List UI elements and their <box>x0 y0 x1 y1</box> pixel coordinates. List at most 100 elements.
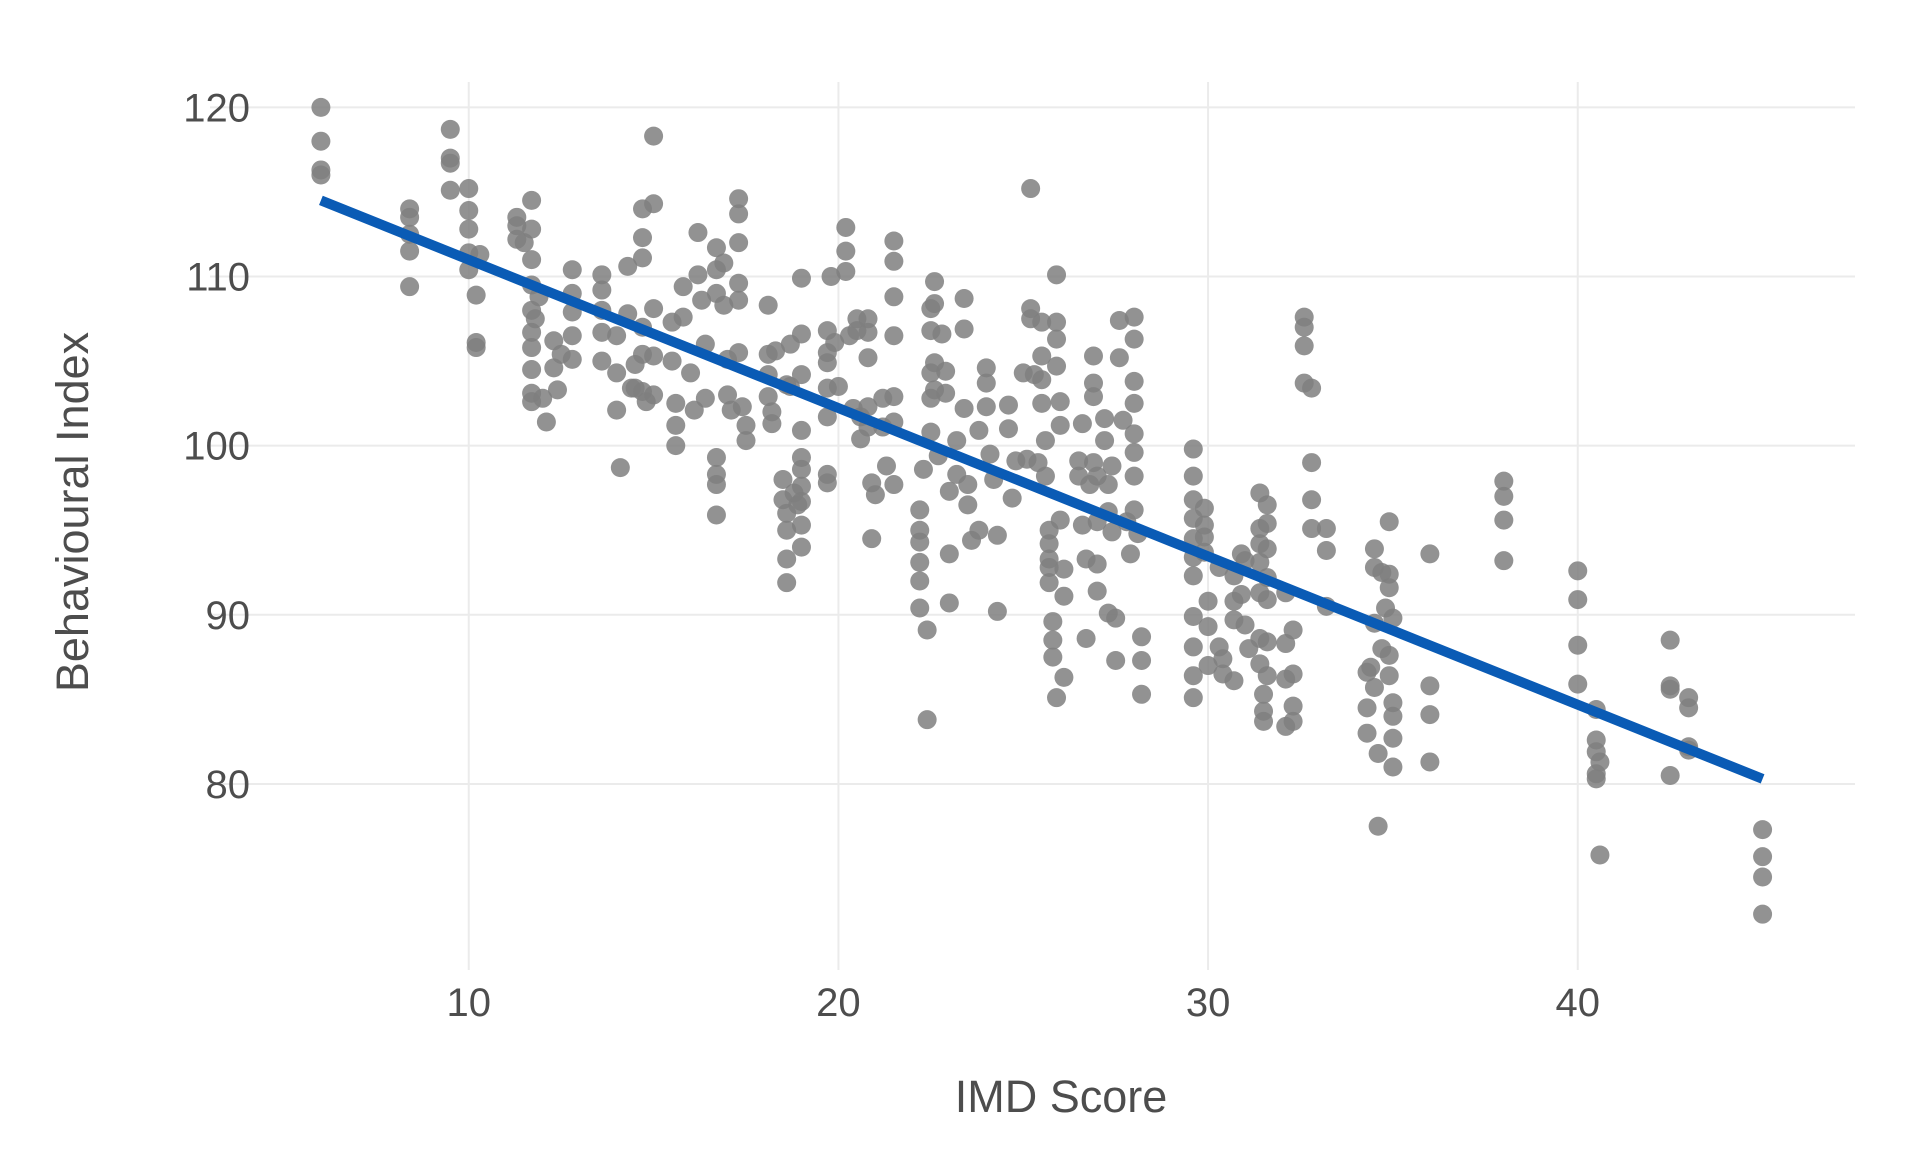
trend-line <box>319 195 1765 784</box>
data-point <box>1357 723 1377 743</box>
data-point <box>1035 466 1055 486</box>
data-point <box>311 165 331 185</box>
data-point <box>1302 519 1322 539</box>
data-point <box>1379 578 1399 598</box>
data-point <box>1098 475 1118 495</box>
y-axis-title: Behavioural Index <box>47 331 98 692</box>
data-point <box>987 601 1007 621</box>
data-point <box>644 194 664 214</box>
data-point <box>1679 698 1699 718</box>
data-point <box>1257 495 1277 515</box>
data-point <box>592 351 612 371</box>
data-point <box>1494 471 1514 491</box>
data-point <box>1054 667 1074 687</box>
data-point <box>729 273 749 293</box>
data-point <box>1568 590 1588 610</box>
data-point <box>1039 573 1059 593</box>
y-tick-label: 80 <box>206 763 251 807</box>
grid <box>210 82 1855 970</box>
data-point <box>607 363 627 383</box>
data-point <box>958 495 978 515</box>
data-point <box>1120 544 1140 564</box>
data-point <box>688 223 708 243</box>
data-point <box>1316 519 1336 539</box>
data-point <box>1753 820 1773 840</box>
data-point <box>1198 656 1218 676</box>
data-point <box>400 277 420 297</box>
data-point <box>1753 904 1773 924</box>
data-point <box>766 341 786 361</box>
data-point <box>925 272 945 292</box>
data-point <box>1283 711 1303 731</box>
data-point <box>1379 512 1399 532</box>
data-point <box>1102 456 1122 476</box>
data-point <box>1383 728 1403 748</box>
data-point <box>910 500 930 520</box>
data-point <box>618 256 638 276</box>
data-point <box>533 388 553 408</box>
data-point <box>1083 387 1103 407</box>
data-point <box>311 131 331 151</box>
data-point <box>610 458 630 478</box>
data-point <box>1039 557 1059 577</box>
data-point <box>1072 414 1092 434</box>
data-point <box>858 397 878 417</box>
data-point <box>1183 637 1203 657</box>
data-point <box>729 233 749 253</box>
data-point <box>936 361 956 381</box>
data-point <box>954 398 974 418</box>
data-point <box>913 459 933 479</box>
data-point <box>1383 757 1403 777</box>
data-point <box>673 277 693 297</box>
data-point <box>1043 647 1063 667</box>
data-point <box>1106 650 1126 670</box>
data-point <box>592 322 612 342</box>
data-point <box>1039 534 1059 554</box>
data-point <box>1035 431 1055 451</box>
data-point <box>1302 378 1322 398</box>
data-point <box>466 338 486 358</box>
data-point <box>1198 617 1218 637</box>
data-point <box>1368 743 1388 763</box>
data-point <box>817 407 837 427</box>
data-point <box>1302 453 1322 473</box>
data-point <box>1095 431 1115 451</box>
data-point <box>729 204 749 224</box>
data-point <box>522 338 542 358</box>
data-point <box>777 549 797 569</box>
data-point <box>862 529 882 549</box>
data-point <box>777 520 797 540</box>
data-point <box>592 265 612 285</box>
data-point <box>1364 539 1384 559</box>
data-point <box>884 326 904 346</box>
data-point <box>1257 666 1277 686</box>
data-point <box>673 307 693 327</box>
data-point <box>562 326 582 346</box>
data-point <box>1021 179 1041 199</box>
data-point <box>958 475 978 495</box>
data-point <box>625 378 645 398</box>
data-point <box>459 201 479 221</box>
data-point <box>536 412 556 432</box>
data-point <box>969 520 989 540</box>
data-point <box>1032 312 1052 332</box>
data-point <box>1109 310 1129 330</box>
data-point <box>1087 581 1107 601</box>
data-point <box>633 228 653 248</box>
data-point <box>1224 671 1244 691</box>
data-point <box>1047 312 1067 332</box>
data-point <box>954 289 974 309</box>
data-point <box>1283 620 1303 640</box>
data-point <box>644 346 664 366</box>
data-point <box>1132 627 1152 647</box>
data-point <box>718 385 738 405</box>
data-point <box>695 388 715 408</box>
data-point <box>1132 684 1152 704</box>
data-point <box>1420 544 1440 564</box>
data-point <box>1124 371 1144 391</box>
data-point <box>758 295 778 315</box>
data-point <box>1183 466 1203 486</box>
data-point <box>1113 410 1133 430</box>
